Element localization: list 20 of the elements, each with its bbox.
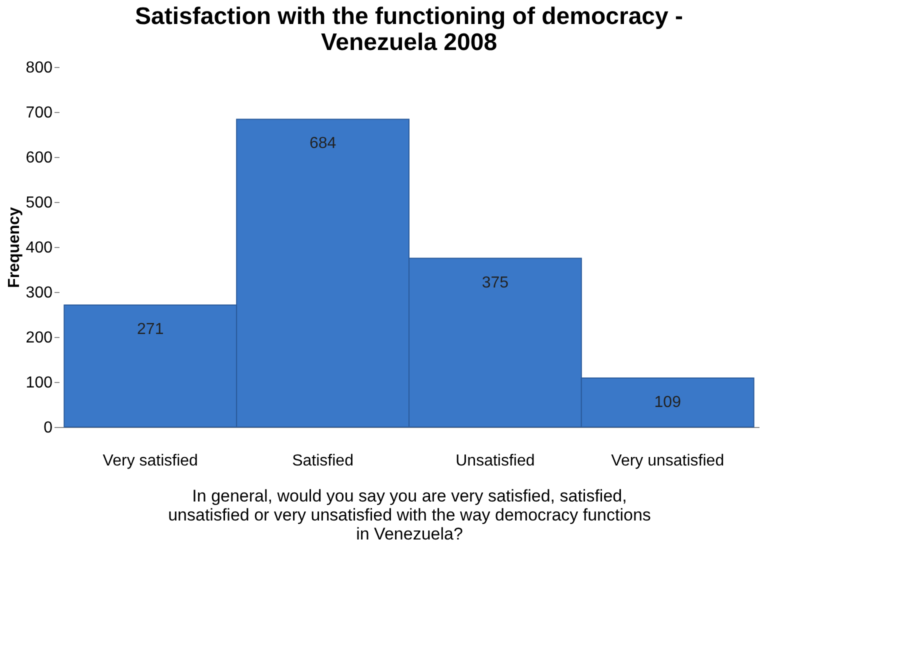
y-tick-label: 600 <box>26 150 53 166</box>
y-tick-label: 700 <box>26 104 53 122</box>
y-tick-label: 500 <box>26 194 53 212</box>
chart-title: Satisfaction with the functioning of democracy - Venezuela 2008 <box>134 3 684 56</box>
y-tick-label: 400 <box>26 240 53 256</box>
data-label: 375 <box>482 274 509 292</box>
y-tick-label: 100 <box>26 374 53 392</box>
x-axis-title: In general, would you say you are very satisfied, satisfied, unsatisfied or very unsatisfied with the way democracy functions in Venezuela? <box>168 486 651 544</box>
data-label: 271 <box>137 321 164 338</box>
data-label: 684 <box>309 135 336 152</box>
data-label: 109 <box>654 394 682 411</box>
y-tick-label: 300 <box>26 284 53 302</box>
x-tick-label: Unsatisfied <box>456 452 535 470</box>
y-tick-label: 800 <box>26 60 53 76</box>
y-tick-label: 200 <box>26 330 53 346</box>
x-tick-label: Satisfied <box>292 452 354 470</box>
y-tick-label: 0 <box>44 420 53 436</box>
x-tick-label: Very satisfied <box>102 452 198 470</box>
x-tick-label: Very unsatisfied <box>611 452 724 470</box>
y-axis-title: Frequency <box>6 206 23 288</box>
